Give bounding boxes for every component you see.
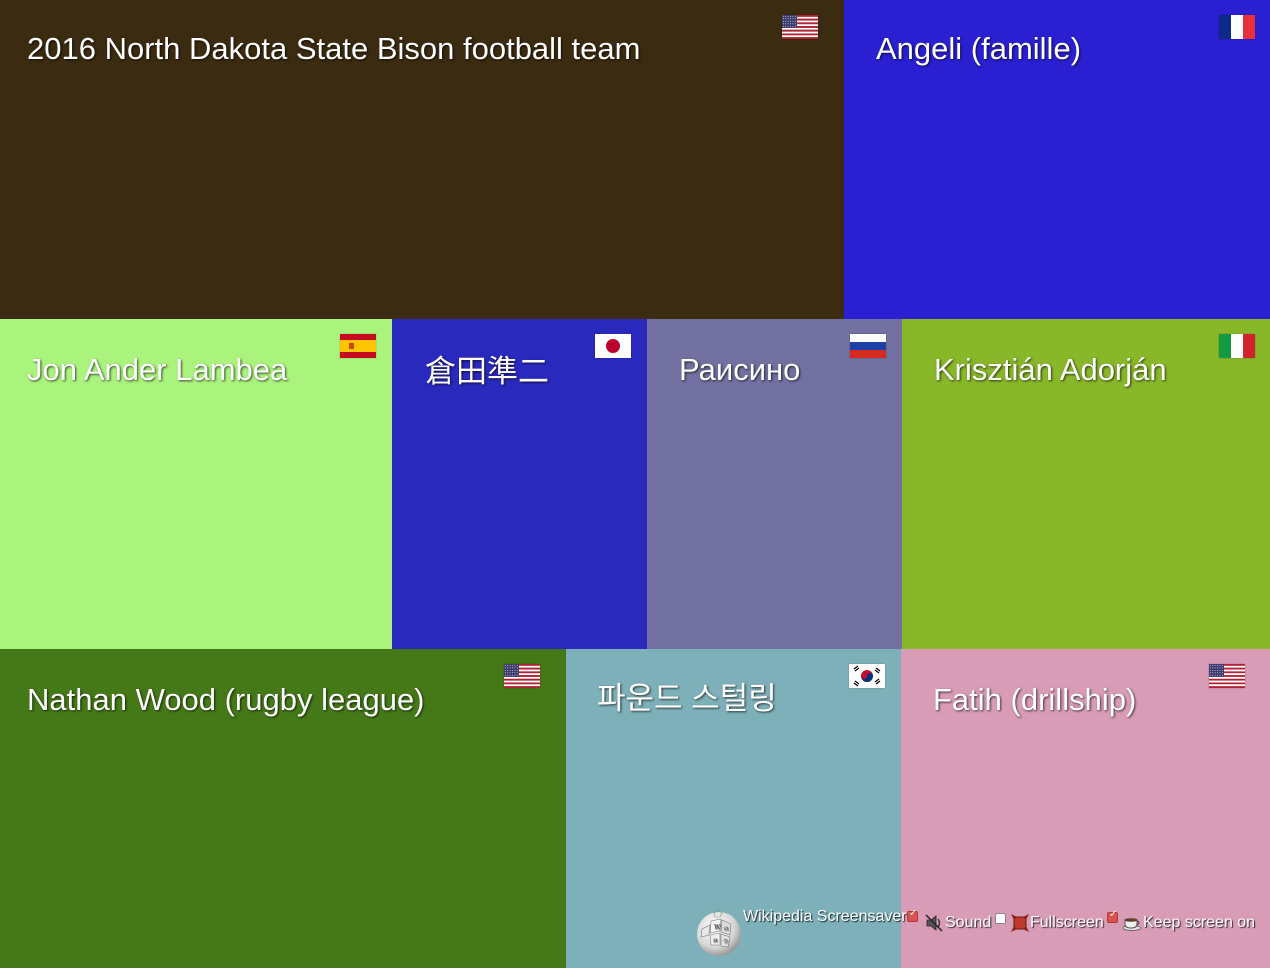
tile-jon-ander[interactable]: Jon Ander Lambea	[0, 319, 392, 649]
wikipedia-globe-icon: W Ω И ウ	[697, 909, 741, 956]
tile-raisino[interactable]: Раисино	[647, 319, 902, 649]
tile-nathan-wood[interactable]: Nathan Wood (rugby league)	[0, 649, 566, 968]
svg-text:ウ: ウ	[723, 938, 728, 945]
tile-title[interactable]: Krisztián Adorján	[934, 352, 1167, 387]
speaker-icon	[925, 914, 943, 932]
fullscreen-checkbox[interactable]	[1107, 909, 1118, 923]
tile-title[interactable]: Angeli (famille)	[876, 31, 1082, 66]
tile-title[interactable]: Nathan Wood (rugby league)	[27, 682, 425, 717]
tile-north-dakota[interactable]: 2016 North Dakota State Bison football t…	[0, 0, 844, 319]
tile-angeli[interactable]: Angeli (famille)	[844, 0, 1270, 319]
tile-title[interactable]: 파운드 스털링	[597, 681, 777, 716]
svg-text:Ω: Ω	[724, 926, 728, 932]
screensaver-enable-checkbox[interactable]	[907, 908, 918, 922]
tile-krisztian[interactable]: Krisztián Adorján	[902, 319, 1270, 649]
svg-text:W: W	[714, 924, 721, 931]
us-flag-icon	[1209, 664, 1245, 688]
russia-flag-icon	[850, 334, 886, 358]
sound-checkbox[interactable]	[995, 913, 1006, 924]
tile-kurata[interactable]: 倉田準二	[392, 319, 647, 649]
us-flag-icon	[504, 664, 540, 688]
tile-fatih[interactable]: Fatih (drillship)	[901, 649, 1270, 968]
tile-title[interactable]: Jon Ander Lambea	[27, 352, 288, 387]
south-korea-flag-icon	[849, 664, 885, 688]
japan-flag-icon	[595, 334, 631, 358]
sound-label[interactable]: Sound	[945, 914, 992, 931]
svg-text:И: И	[713, 938, 718, 944]
keep-screen-on-label[interactable]: Keep screen on	[1143, 914, 1256, 931]
fullscreen-label[interactable]: Fullscreen	[1030, 914, 1104, 931]
france-flag-icon	[1219, 15, 1255, 39]
fullscreen-icon	[1011, 914, 1029, 932]
us-flag-icon	[782, 15, 818, 39]
tile-pound-sterling[interactable]: 파운드 스털링	[566, 649, 901, 968]
screensaver-controls: W Ω И ウ Wikipedia Screensaver Sound Full…	[694, 905, 1264, 961]
coffee-cup-icon	[1122, 918, 1142, 931]
tile-title[interactable]: Fatih (drillship)	[933, 682, 1137, 717]
spain-flag-icon	[340, 334, 376, 358]
tile-title[interactable]: 倉田準二	[425, 354, 549, 389]
screensaver-title: Wikipedia Screensaver	[743, 908, 907, 925]
tile-title[interactable]: 2016 North Dakota State Bison football t…	[27, 31, 641, 66]
italy-flag-icon	[1219, 334, 1255, 358]
tile-title[interactable]: Раисино	[679, 352, 801, 387]
